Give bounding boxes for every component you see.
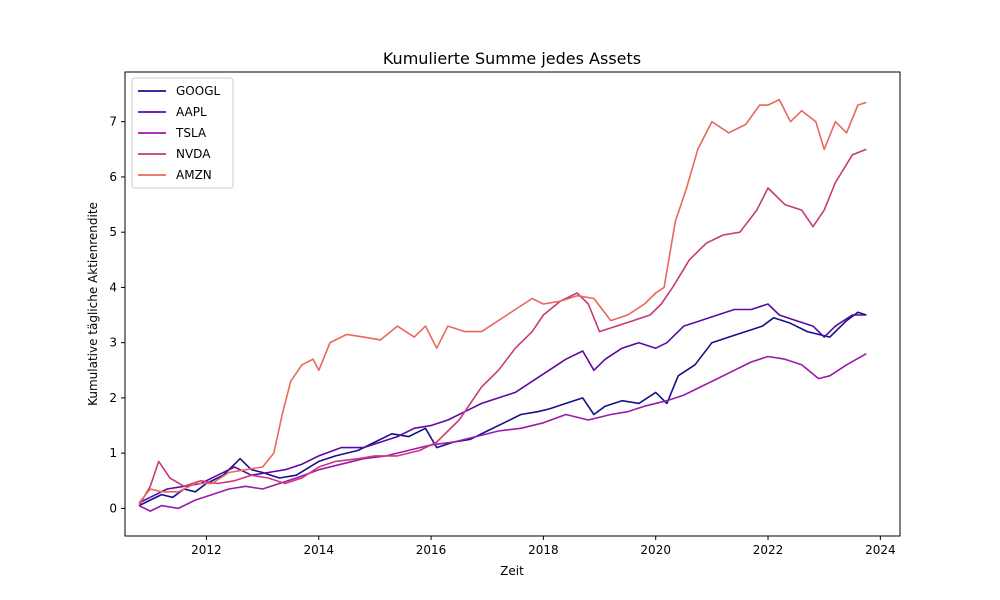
plot-frame [124, 71, 901, 537]
legend-box [131, 77, 234, 189]
x-tick-label: 2016 [416, 543, 447, 557]
legend-label-nvda: NVDA [176, 147, 211, 161]
legend-label-googl: GOOGL [176, 84, 220, 98]
series-line-nvda [138, 148, 867, 507]
plot-area [138, 98, 867, 512]
y-tick-label: 2 [109, 391, 117, 405]
y-tick-label: 1 [109, 446, 117, 460]
chart-title: Kumulierte Summe jedes Assets [383, 49, 641, 68]
legend: GOOGL AAPL TSLA NVDA AMZN [131, 77, 234, 189]
series-line-tsla [138, 353, 867, 512]
y-tick-label: 7 [109, 115, 117, 129]
x-tick-label: 2014 [303, 543, 334, 557]
x-tick-label: 2020 [640, 543, 671, 557]
x-tick-label: 2012 [191, 543, 222, 557]
y-axis-label: Kumulative tägliche Aktienrendite [86, 202, 100, 406]
y-tick-label: 0 [109, 501, 117, 515]
y-axis: 0 1 2 3 4 5 6 7 [109, 115, 125, 515]
x-tick-label: 2024 [865, 543, 896, 557]
legend-label-tsla: TSLA [175, 126, 207, 140]
y-tick-label: 3 [109, 336, 117, 350]
legend-label-aapl: AAPL [176, 105, 207, 119]
x-tick-label: 2022 [753, 543, 784, 557]
series-line-amzn [138, 98, 867, 504]
series-line-aapl [138, 303, 867, 504]
legend-label-amzn: AMZN [176, 168, 212, 182]
x-axis-label: Zeit [500, 564, 524, 578]
y-tick-label: 5 [109, 225, 117, 239]
y-tick-label: 6 [109, 170, 117, 184]
series-line-googl [138, 311, 867, 507]
x-tick-label: 2018 [528, 543, 559, 557]
y-tick-label: 4 [109, 280, 117, 294]
x-axis: 2012 2014 2016 2018 2020 2022 2024 [191, 536, 896, 557]
